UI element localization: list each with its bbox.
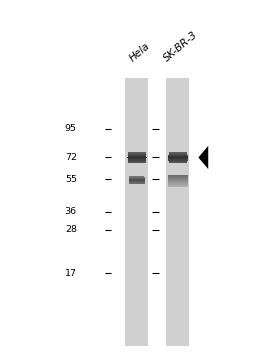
Text: 55: 55 bbox=[65, 175, 77, 184]
Bar bbox=[128, 152, 146, 153]
Text: 72: 72 bbox=[65, 153, 77, 162]
Bar bbox=[169, 153, 187, 155]
Bar bbox=[168, 159, 188, 160]
Bar bbox=[168, 180, 187, 181]
Bar bbox=[168, 181, 187, 182]
Text: Hela: Hela bbox=[127, 41, 152, 63]
Bar bbox=[169, 161, 187, 163]
Bar bbox=[168, 157, 188, 159]
Text: SK-BR-3: SK-BR-3 bbox=[162, 29, 199, 63]
Bar bbox=[168, 155, 187, 156]
Bar bbox=[166, 78, 189, 346]
Text: 95: 95 bbox=[65, 124, 77, 133]
Bar bbox=[129, 179, 145, 180]
Text: 17: 17 bbox=[65, 269, 77, 278]
Bar bbox=[168, 182, 187, 183]
Bar bbox=[168, 186, 187, 188]
Bar bbox=[168, 185, 187, 186]
Text: 28: 28 bbox=[65, 226, 77, 234]
Bar bbox=[168, 175, 187, 176]
Bar bbox=[168, 176, 187, 177]
Bar bbox=[125, 78, 148, 346]
Bar bbox=[168, 160, 187, 161]
Bar bbox=[168, 183, 187, 184]
Bar bbox=[127, 159, 146, 160]
Bar bbox=[168, 184, 187, 185]
Bar bbox=[168, 156, 188, 157]
Bar bbox=[169, 152, 187, 153]
Bar bbox=[129, 177, 145, 178]
Bar bbox=[130, 176, 144, 177]
Bar bbox=[128, 155, 146, 156]
Bar bbox=[129, 181, 145, 182]
Bar bbox=[127, 157, 146, 159]
Bar bbox=[129, 180, 145, 181]
Bar bbox=[168, 178, 187, 179]
Bar bbox=[168, 177, 187, 178]
Text: 36: 36 bbox=[65, 207, 77, 216]
Bar bbox=[128, 153, 146, 155]
Bar bbox=[128, 160, 146, 161]
Bar bbox=[129, 182, 145, 183]
Bar bbox=[128, 161, 146, 163]
Polygon shape bbox=[198, 146, 208, 169]
Bar bbox=[129, 183, 145, 184]
Bar bbox=[127, 156, 146, 157]
Bar bbox=[129, 178, 145, 179]
Bar bbox=[168, 179, 187, 180]
